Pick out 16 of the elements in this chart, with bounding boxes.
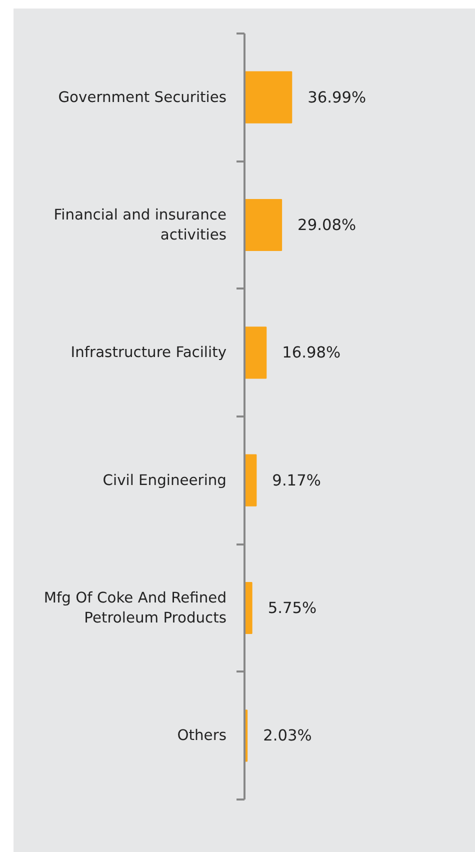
y-tick-label: Financial and insurance activities xyxy=(54,206,227,244)
y-tick-label: Mfg Of Coke And Refined Petroleum Products xyxy=(44,589,227,627)
data-label: 9.17% xyxy=(272,471,321,490)
bar xyxy=(244,454,257,506)
bar xyxy=(244,326,267,379)
data-label: 36.99% xyxy=(308,88,366,106)
y-tick-label: Others xyxy=(177,727,227,744)
bar xyxy=(244,198,282,252)
data-label: 5.75% xyxy=(268,599,317,617)
data-label: 16.98% xyxy=(282,344,341,362)
data-label: 29.08% xyxy=(298,216,356,234)
bar xyxy=(244,71,292,124)
y-tick-label: Government Securities xyxy=(58,88,226,106)
y-tick-label: Civil Engineering xyxy=(102,472,227,489)
y-tick-label: Infrastructure Facility xyxy=(70,344,227,362)
data-label: 2.03% xyxy=(263,726,312,745)
